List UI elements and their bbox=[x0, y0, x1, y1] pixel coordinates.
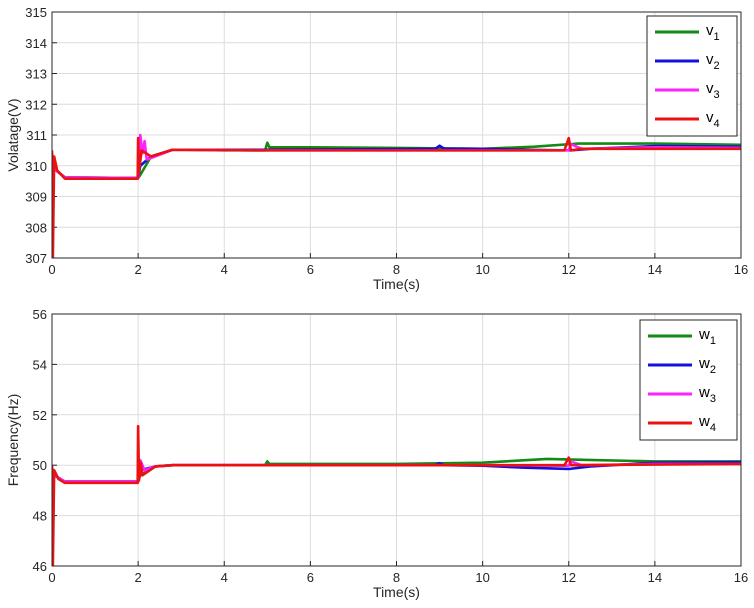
y-tick-label: 48 bbox=[33, 509, 47, 524]
legend: w1 w2 w3 w4 bbox=[639, 319, 738, 441]
x-tick-label: 8 bbox=[393, 570, 400, 585]
x-tick-label: 6 bbox=[307, 262, 314, 277]
legend-entry: w2 bbox=[698, 355, 716, 376]
y-tick-label: 310 bbox=[25, 159, 47, 174]
x-tick-label: 16 bbox=[734, 262, 748, 277]
x-tick-label: 4 bbox=[221, 570, 228, 585]
x-axis-label: Time(s) bbox=[373, 584, 420, 600]
legend-entry: w4 bbox=[698, 413, 716, 434]
x-tick-label: 8 bbox=[393, 262, 400, 277]
x-tick-label: 14 bbox=[648, 570, 662, 585]
legend: v1 v2 v3 v4 bbox=[646, 15, 738, 137]
y-axis-label: Frequency(Hz) bbox=[5, 394, 21, 487]
legend-entry: w1 bbox=[698, 326, 716, 347]
y-tick-label: 314 bbox=[25, 36, 47, 51]
legend-box bbox=[646, 15, 738, 137]
y-tick-label: 307 bbox=[25, 251, 47, 266]
x-tick-label: 4 bbox=[221, 262, 228, 277]
x-tick-label: 2 bbox=[135, 570, 142, 585]
y-tick-label: 309 bbox=[25, 190, 47, 205]
legend-entry: v3 bbox=[706, 80, 720, 101]
x-tick-label: 14 bbox=[648, 262, 662, 277]
y-axis-label: Volatage(V) bbox=[5, 98, 21, 171]
x-tick-label: 16 bbox=[734, 570, 748, 585]
legend-entry: w3 bbox=[698, 384, 716, 405]
y-tick-label: 312 bbox=[25, 97, 47, 112]
x-tick-label: 10 bbox=[475, 262, 489, 277]
axes-box bbox=[51, 11, 742, 259]
y-tick-label: 56 bbox=[33, 307, 47, 322]
y-tick-label: 50 bbox=[33, 458, 47, 473]
frequency-chart: 0 2 4 6 8 10 12 14 16464850525456Time(s)Frequenc… bbox=[5, 307, 748, 600]
x-tick-label: 2 bbox=[135, 262, 142, 277]
y-tick-label: 311 bbox=[26, 128, 47, 143]
x-tick-label: 12 bbox=[562, 262, 576, 277]
x-tick-label: 10 bbox=[475, 570, 489, 585]
y-tick-label: 46 bbox=[33, 559, 47, 574]
x-tick-label: 0 bbox=[48, 570, 55, 585]
legend-entry: v4 bbox=[706, 109, 720, 130]
y-tick-label: 52 bbox=[33, 408, 47, 423]
x-tick-label: 0 bbox=[48, 262, 55, 277]
series-line-w4 bbox=[52, 424, 741, 566]
axes-box bbox=[51, 313, 742, 567]
voltage-chart: 0 2 4 6 8 10 12 14 16 307 308 309 310 311 312 313 314 315… bbox=[5, 5, 748, 292]
y-tick-label: 315 bbox=[25, 5, 47, 20]
x-axis-label: Time(s) bbox=[373, 276, 420, 292]
x-tick-label: 6 bbox=[307, 570, 314, 585]
y-tick-label: 54 bbox=[33, 357, 47, 372]
y-tick-label: 313 bbox=[25, 67, 47, 82]
legend-entry: v1 bbox=[706, 22, 720, 43]
x-tick-label: 12 bbox=[562, 570, 576, 585]
legend-box bbox=[639, 319, 738, 441]
y-tick-label: 308 bbox=[25, 220, 47, 235]
legend-entry: v2 bbox=[706, 51, 720, 72]
series-line-v4 bbox=[52, 136, 741, 258]
